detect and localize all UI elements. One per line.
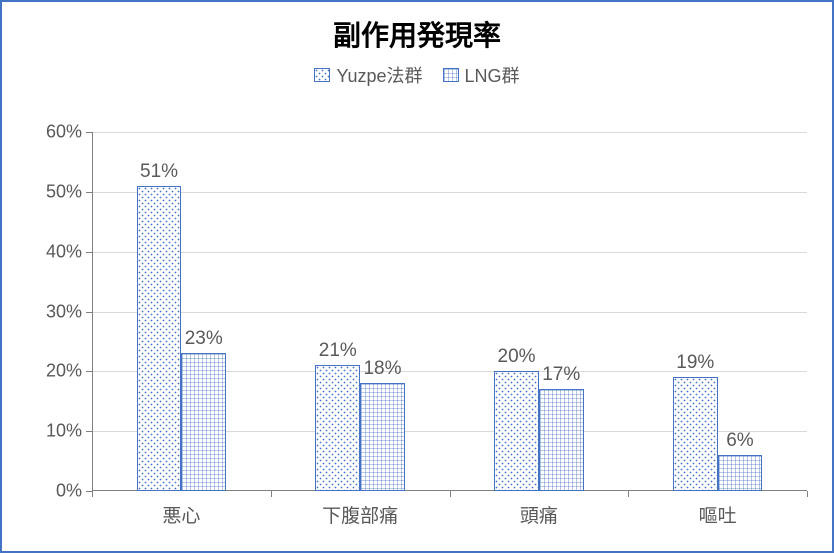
- bar: 21%: [315, 365, 360, 491]
- xtick-label: 下腹部痛: [322, 501, 398, 528]
- plot-inner: 0%10%20%30%40%50%60%悪心51%23%下腹部痛21%18%頭痛…: [92, 132, 807, 491]
- bar: 23%: [181, 353, 226, 491]
- legend-item: Yuzpe法群: [314, 62, 422, 88]
- bar-data-label: 21%: [319, 340, 357, 362]
- bar-data-label: 23%: [185, 328, 223, 350]
- xtick-mark: [628, 491, 629, 497]
- bar-data-label: 18%: [363, 358, 401, 380]
- bar-data-label: 6%: [726, 430, 753, 452]
- legend-label: LNG群: [465, 62, 520, 88]
- ytick-label: 30%: [46, 301, 82, 322]
- bar: 20%: [494, 371, 539, 491]
- gridline: [92, 312, 807, 313]
- bar: 19%: [673, 377, 718, 491]
- legend-item: LNG群: [443, 62, 520, 88]
- legend-label: Yuzpe法群: [336, 62, 422, 88]
- bar-data-label: 19%: [676, 352, 714, 374]
- ytick-label: 40%: [46, 241, 82, 262]
- xtick-label: 嘔吐: [699, 501, 737, 528]
- xtick-mark: [271, 491, 272, 497]
- xtick-mark: [450, 491, 451, 497]
- ytick-label: 20%: [46, 361, 82, 382]
- bar-data-label: 51%: [140, 161, 178, 183]
- gridline: [92, 192, 807, 193]
- ytick-label: 0%: [56, 481, 82, 502]
- chart-container: 副作用発現率 Yuzpe法群LNG群 0%10%20%30%40%50%60%悪…: [0, 0, 834, 553]
- xtick-label: 悪心: [162, 501, 200, 528]
- xtick-mark: [807, 491, 808, 497]
- plot-area: 0%10%20%30%40%50%60%悪心51%23%下腹部痛21%18%頭痛…: [92, 132, 807, 491]
- bar: 51%: [137, 186, 182, 491]
- xtick-mark: [92, 491, 93, 497]
- ytick-label: 60%: [46, 122, 82, 143]
- legend-swatch: [443, 68, 459, 82]
- legend-swatch: [314, 68, 330, 82]
- bar-data-label: 17%: [542, 364, 580, 386]
- chart-title: 副作用発現率: [2, 14, 832, 54]
- ytick-label: 50%: [46, 181, 82, 202]
- y-axis-line: [92, 132, 93, 491]
- legend: Yuzpe法群 LNG群: [2, 62, 832, 88]
- gridline: [92, 252, 807, 253]
- bar: 17%: [539, 389, 584, 491]
- bar: 18%: [360, 383, 405, 491]
- bar-data-label: 20%: [498, 346, 536, 368]
- ytick-label: 10%: [46, 421, 82, 442]
- gridline: [92, 132, 807, 133]
- bar: 6%: [718, 455, 763, 491]
- xtick-label: 頭痛: [520, 501, 558, 528]
